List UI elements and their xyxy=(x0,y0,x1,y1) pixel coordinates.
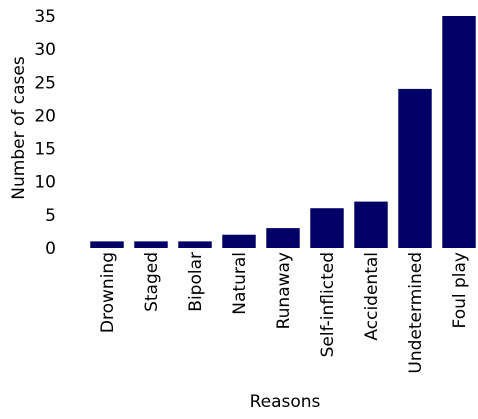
bar-undetermined xyxy=(398,88,432,249)
bar-foul-play xyxy=(442,16,476,248)
bar-runaway xyxy=(266,228,300,248)
x-tick-label: Self-inflicted xyxy=(318,252,338,357)
x-tick-label: Bipolar xyxy=(186,252,206,312)
bar-staged xyxy=(134,241,168,248)
y-tick-label: 30 xyxy=(34,40,56,60)
bar-accidental xyxy=(354,201,388,248)
bar-self-inflicted xyxy=(310,208,344,248)
x-tick-label: Staged xyxy=(142,252,162,312)
x-tick-label: Foul play xyxy=(450,252,470,328)
y-tick-label: 25 xyxy=(34,73,56,93)
y-tick-label: 5 xyxy=(45,206,56,226)
bar-drowning xyxy=(90,241,124,248)
x-tick-label: Drowning xyxy=(98,252,118,333)
y-tick-label: 0 xyxy=(45,239,56,259)
x-axis-ticks: Drowning Staged Bipolar Natural Runaway Self-… xyxy=(98,252,470,374)
x-axis-label: Reasons xyxy=(250,392,321,412)
bar-natural xyxy=(222,234,256,248)
x-tick-label: Undetermined xyxy=(406,252,426,374)
bar-bipolar xyxy=(178,241,212,248)
bars xyxy=(90,16,476,249)
y-tick-label: 10 xyxy=(34,173,56,193)
y-tick-label: 35 xyxy=(34,7,56,27)
y-tick-label: 15 xyxy=(34,140,56,160)
x-tick-label: Accidental xyxy=(362,252,382,341)
x-tick-label: Runaway xyxy=(274,252,294,329)
y-tick-label: 20 xyxy=(34,106,56,126)
y-axis-label: Number of cases xyxy=(9,56,29,200)
x-tick-label: Natural xyxy=(230,252,250,315)
y-axis-ticks: 0 5 10 15 20 25 30 35 xyxy=(34,7,56,259)
